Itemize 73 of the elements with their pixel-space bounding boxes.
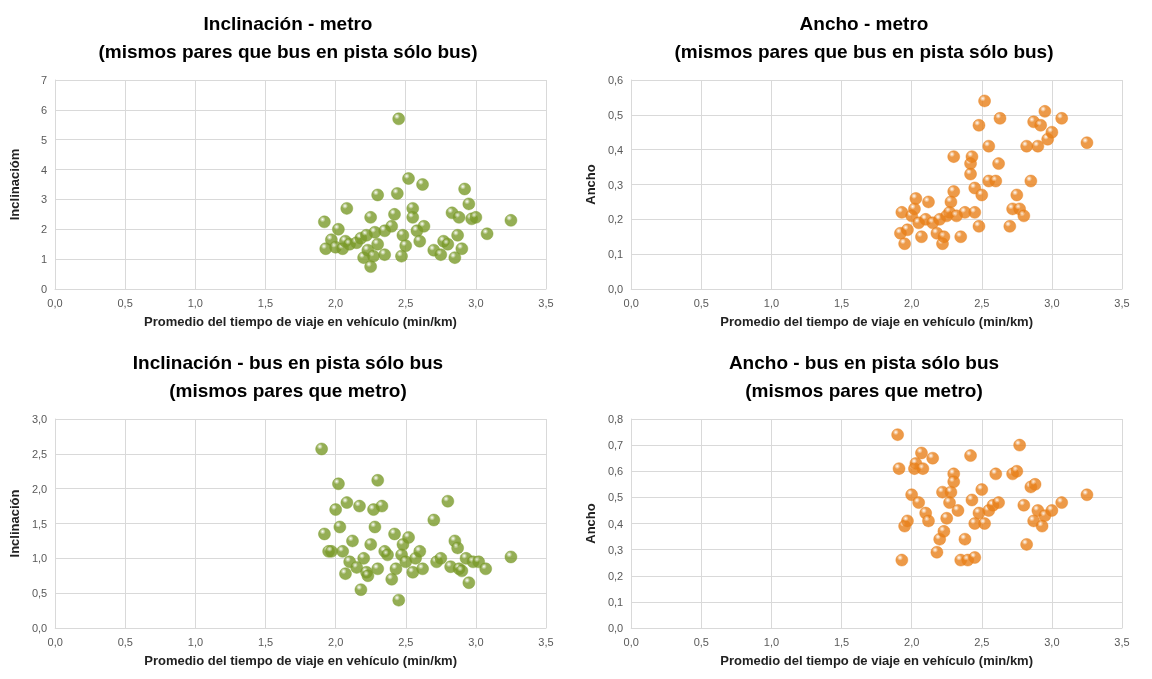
y-axis-title: Ancho [583,164,598,205]
y-tick-label: 0,0 [607,283,624,295]
x-tick-label: 1,5 [833,296,850,309]
x-tick-label: 1,5 [257,635,274,648]
y-tick-label: 0,0 [607,622,624,634]
x-tick-label: 2,0 [328,635,344,648]
x-tick-label: 0,5 [117,296,133,309]
x-axis-title: Promedio del tiempo de viaje en vehículo (min/km) [720,314,1033,329]
x-axis-title: Promedio del tiempo de viaje en vehículo (min/km) [720,653,1033,668]
y-tick-label: 0,5 [31,587,48,600]
y-tick-label: 6 [40,103,47,116]
y-tick-label: 0 [40,283,47,295]
y-tick-label: 0,2 [607,213,624,226]
x-tick-label: 0,5 [693,296,709,309]
y-tick-label: 0,4 [607,143,624,156]
x-tick-label: 1,0 [763,635,780,648]
x-tick-label: 2,0 [904,635,920,648]
y-tick-label: 3 [40,193,47,206]
y-tick-label: 0,8 [607,413,624,425]
x-tick-label: 0,0 [623,635,639,648]
y-tick-label: 2,5 [31,447,48,460]
y-tick-label: 1,5 [31,517,48,530]
x-tick-label: 3,0 [1044,635,1060,648]
x-tick-label: 2,5 [974,635,990,648]
y-axis-title: Inclinación [7,489,22,558]
x-tick-label: 3,0 [1044,296,1060,309]
x-tick-label: 0,5 [693,635,709,648]
x-tick-label: 0,5 [117,635,133,648]
x-tick-label: 1,0 [187,296,203,309]
y-tick-label: 0,3 [607,178,624,191]
x-tick-label: 1,5 [257,296,274,309]
y-tick-label: 0,6 [607,74,624,86]
x-tick-label: 3,5 [1114,635,1130,648]
x-tick-label: 2,0 [904,296,920,309]
x-tick-label: 3,5 [538,296,554,309]
y-tick-label: 0,1 [607,595,624,608]
y-tick-label: 0,6 [607,465,624,478]
x-axis-title: Promedio del tiempo de viaje en vehículo (min/km) [144,314,457,329]
chart-title: Inclinación - bus en pista sólo bus (mismos pares que metro) [132,351,444,401]
y-tick-label: 0,0 [31,622,48,634]
y-tick-label: 0,4 [607,517,624,530]
x-tick-label: 1,0 [763,296,780,309]
y-tick-label: 1,0 [31,552,48,565]
x-tick-label: 2,5 [398,296,414,309]
y-tick-label: 0,3 [607,543,624,556]
y-tick-label: 1 [40,253,47,266]
y-tick-label: 0,2 [607,569,624,582]
y-axis-title: Ancho [583,503,598,544]
y-axis-title: Inclinacióm [7,148,22,221]
chart-title: Inclinación - metro (mismos pares que bus en pista sólo bus) [98,12,478,62]
y-tick-label: 0,7 [607,439,624,452]
y-tick-label: 3,0 [31,413,48,425]
x-axis-title: Promedio del tiempo de viaje en vehículo (min/km) [144,653,457,668]
chart-title: Ancho - metro (mismos pares que bus en pista sólo bus) [674,12,1054,62]
x-tick-label: 1,5 [833,635,850,648]
y-tick-label: 2 [40,223,47,236]
x-tick-label: 2,5 [974,296,990,309]
x-tick-label: 2,0 [327,296,344,309]
y-tick-label: 5 [40,133,47,146]
y-tick-label: 0,1 [607,248,624,261]
x-tick-label: 3,0 [468,635,484,648]
x-tick-label: 3,5 [1114,296,1130,309]
y-tick-label: 0,5 [607,108,624,121]
y-tick-label: 7 [40,74,47,86]
x-tick-label: 2,5 [398,635,414,648]
x-tick-label: 3,0 [468,296,484,309]
x-tick-label: 1,0 [187,635,204,648]
y-tick-label: 4 [40,163,47,176]
x-tick-label: 3,5 [538,635,554,648]
x-tick-label: 0,0 [623,296,639,309]
chart-title: Ancho - bus en pista sólo bus (mismos pares que metro) [728,351,1000,401]
y-tick-label: 0,5 [607,491,624,504]
y-tick-label: 2,0 [31,482,48,495]
